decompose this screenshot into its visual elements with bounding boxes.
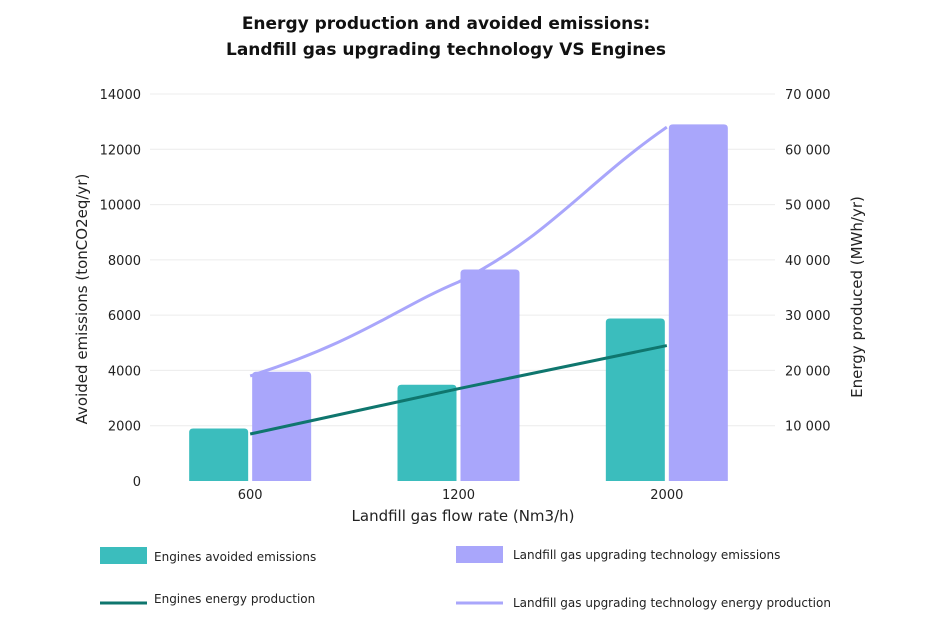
- bar-engines-600: [189, 428, 249, 481]
- legend-label-engines-energy: Engines energy production: [154, 592, 315, 606]
- line-engines-energy: [249, 344, 668, 436]
- legend-label-upgrading-emissions: Landfill gas upgrading technology emissi…: [513, 548, 780, 562]
- bar-engines-2000: [605, 318, 665, 481]
- y-tick-label: 0: [133, 475, 141, 490]
- y2-tick-label: 60 000: [785, 143, 831, 158]
- y-tick-label: 12000: [100, 143, 141, 158]
- x-tick-label: 2000: [650, 488, 683, 503]
- legend-label-upgrading-energy: Landfill gas upgrading technology energy…: [513, 596, 831, 610]
- y2-tick-label: 30 000: [785, 309, 831, 324]
- chart-title-line2: Landfill gas upgrading technology VS Eng…: [226, 40, 666, 60]
- x-tick-label: 1200: [442, 488, 475, 503]
- legend-label-engines-emissions: Engines avoided emissions: [154, 550, 316, 564]
- y2-tick-label: 70 000: [785, 88, 831, 103]
- bar-engines-1200: [397, 384, 457, 481]
- y2-tick-label: 10 000: [785, 420, 831, 435]
- y-tick-label: 8000: [108, 254, 141, 269]
- y2-tick-label: 20 000: [785, 364, 831, 379]
- bar-upgrading-1200: [460, 269, 520, 481]
- bar-upgrading-2000: [668, 124, 728, 482]
- x-tick-label: 600: [238, 488, 263, 503]
- y-tick-label: 2000: [108, 420, 141, 435]
- lines: [249, 125, 668, 436]
- y2-tick-label: 40 000: [785, 254, 831, 269]
- y2-axis-label: Energy produced (MWh/yr): [848, 196, 866, 398]
- legend-swatch-upgrading-emissions: [456, 546, 503, 563]
- y-axis-label: Avoided emissions (tonCO2eq/yr): [73, 174, 91, 425]
- y-tick-label: 4000: [108, 364, 141, 379]
- y2-tick-label: 50 000: [785, 199, 831, 214]
- chart-title-line1: Energy production and avoided emissions:: [242, 14, 650, 34]
- y-axis-ticks: 0 2000 4000 6000 8000 10000 12000 14000: [100, 88, 141, 490]
- y-tick-label: 6000: [108, 309, 141, 324]
- y-tick-label: 10000: [100, 199, 141, 214]
- x-axis-label: Landfill gas flow rate (Nm3/h): [352, 507, 575, 525]
- legend: Engines avoided emissions Landfill gas u…: [100, 546, 831, 610]
- y2-axis-ticks: 10 000 20 000 30 000 40 000 50 000 60 000 70 0…: [785, 88, 831, 435]
- line-upgrading-energy: [249, 125, 668, 378]
- x-axis-ticks: 600 1200 2000: [238, 488, 684, 503]
- legend-swatch-engines-emissions: [100, 547, 147, 564]
- y-tick-label: 14000: [100, 88, 141, 103]
- bars: [189, 124, 728, 482]
